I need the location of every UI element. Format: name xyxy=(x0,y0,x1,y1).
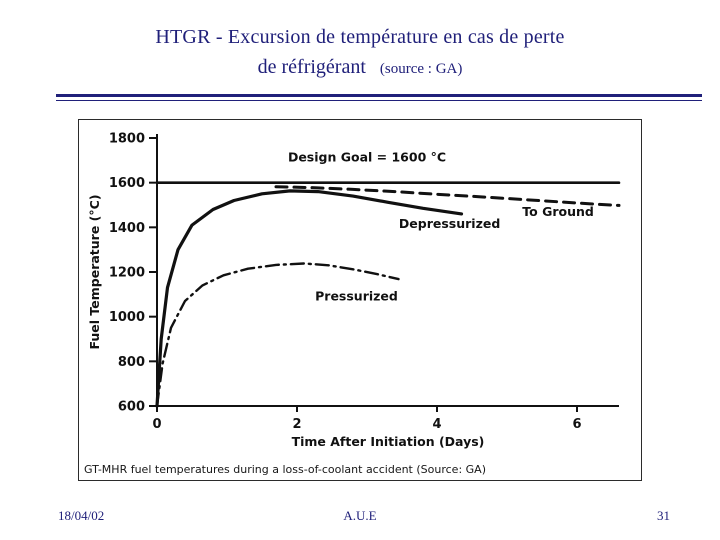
svg-text:1200: 1200 xyxy=(109,266,145,281)
footer-date: 18/04/02 xyxy=(58,508,105,523)
svg-text:600: 600 xyxy=(118,400,145,415)
svg-text:6: 6 xyxy=(572,417,581,432)
svg-text:To Ground: To Ground xyxy=(522,204,594,219)
svg-text:800: 800 xyxy=(118,355,145,370)
svg-text:2: 2 xyxy=(292,417,301,432)
svg-text:Time After Initiation (Days): Time After Initiation (Days) xyxy=(292,434,485,449)
footer-page-number: 31 xyxy=(657,508,670,523)
svg-text:1400: 1400 xyxy=(109,221,145,236)
title-separator-thick xyxy=(56,94,702,97)
slide-title-line2: de réfrigérant (source : GA) xyxy=(0,56,720,79)
slide-title-source: (source : GA) xyxy=(379,61,463,77)
slide-title-line1: HTGR - Excursion de température en cas d… xyxy=(155,26,565,48)
svg-text:1600: 1600 xyxy=(109,176,145,191)
svg-text:Depressurized: Depressurized xyxy=(399,216,500,231)
svg-text:Fuel Temperature (°C): Fuel Temperature (°C) xyxy=(87,194,102,349)
slide-title-line2-text: de réfrigérant xyxy=(257,56,366,78)
title-separator-thin xyxy=(56,100,702,101)
svg-text:Design Goal = 1600 °C: Design Goal = 1600 °C xyxy=(288,149,446,164)
slide-title: HTGR - Excursion de température en cas d… xyxy=(0,26,720,79)
svg-text:0: 0 xyxy=(152,417,161,432)
svg-text:1800: 1800 xyxy=(109,132,145,147)
chart-figure: 600 800 1000 1200 1400 1600 1800 0 2 4 6 Design Goa… xyxy=(78,119,642,481)
svg-text:Pressurized: Pressurized xyxy=(315,289,398,304)
chart-caption: GT-MHR fuel temperatures during a loss-o… xyxy=(84,463,486,476)
svg-text:1000: 1000 xyxy=(109,310,145,325)
footer-author: A.U.E xyxy=(343,508,377,523)
svg-text:4: 4 xyxy=(432,417,441,432)
fuel-temperature-chart: 600 800 1000 1200 1400 1600 1800 0 2 4 6 Design Goa… xyxy=(87,132,621,449)
